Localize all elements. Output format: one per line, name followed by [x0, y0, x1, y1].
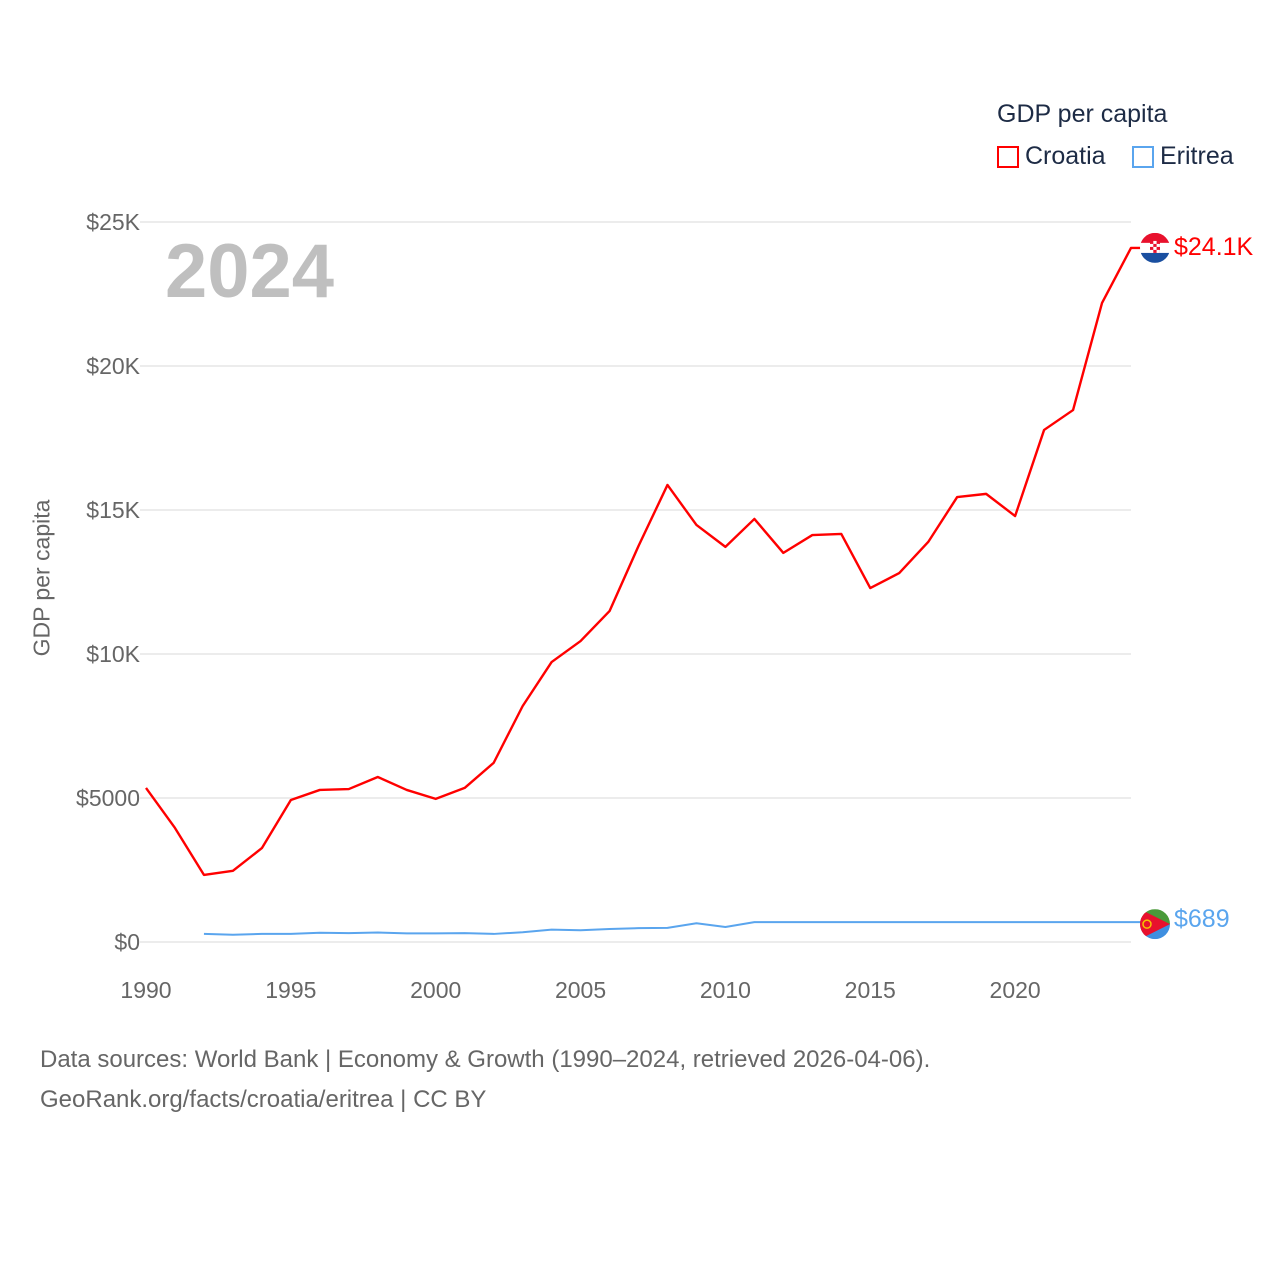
- footer-credit: GeoRank.org/facts/croatia/eritrea | CC B…: [40, 1086, 487, 1113]
- x-tick-label: 1995: [265, 977, 316, 1003]
- x-tick-label: 2015: [845, 977, 896, 1003]
- legend-item-eritrea[interactable]: Eritrea: [1132, 142, 1234, 171]
- legend-item-croatia[interactable]: Croatia: [997, 142, 1106, 171]
- y-tick-label: $0: [114, 929, 140, 955]
- y-tick-label: $20K: [86, 353, 140, 379]
- legend-swatch: [997, 145, 1019, 168]
- legend-swatch: [1132, 145, 1154, 168]
- footer-sources: Data sources: World Bank | Economy & Gro…: [40, 1046, 931, 1073]
- legend-label: Croatia: [1025, 142, 1106, 170]
- flag-icon-eritrea: [1140, 909, 1170, 940]
- flag-icon-croatia: [1140, 232, 1170, 263]
- y-tick-label: $15K: [86, 497, 140, 523]
- end-label-croatia: $24.1K: [1174, 233, 1254, 261]
- x-tick-label: 2000: [410, 977, 461, 1003]
- legend-label: Eritrea: [1160, 142, 1234, 170]
- year-label: 2024: [165, 229, 335, 314]
- x-tick-label: 1990: [120, 977, 171, 1003]
- x-tick-label: 2005: [555, 977, 606, 1003]
- x-tick-label: 2020: [990, 977, 1041, 1003]
- x-tick-label: 2010: [700, 977, 751, 1003]
- y-axis-label: GDP per capita: [28, 499, 55, 657]
- legend-title: GDP per capita: [997, 100, 1168, 128]
- y-tick-label: $5000: [76, 785, 140, 811]
- series-line-croatia: [145, 246, 1141, 877]
- y-tick-label: $25K: [86, 209, 140, 235]
- series-line-eritrea: [203, 921, 1141, 936]
- end-label-eritrea: $689: [1174, 905, 1230, 933]
- y-tick-label: $10K: [86, 641, 140, 667]
